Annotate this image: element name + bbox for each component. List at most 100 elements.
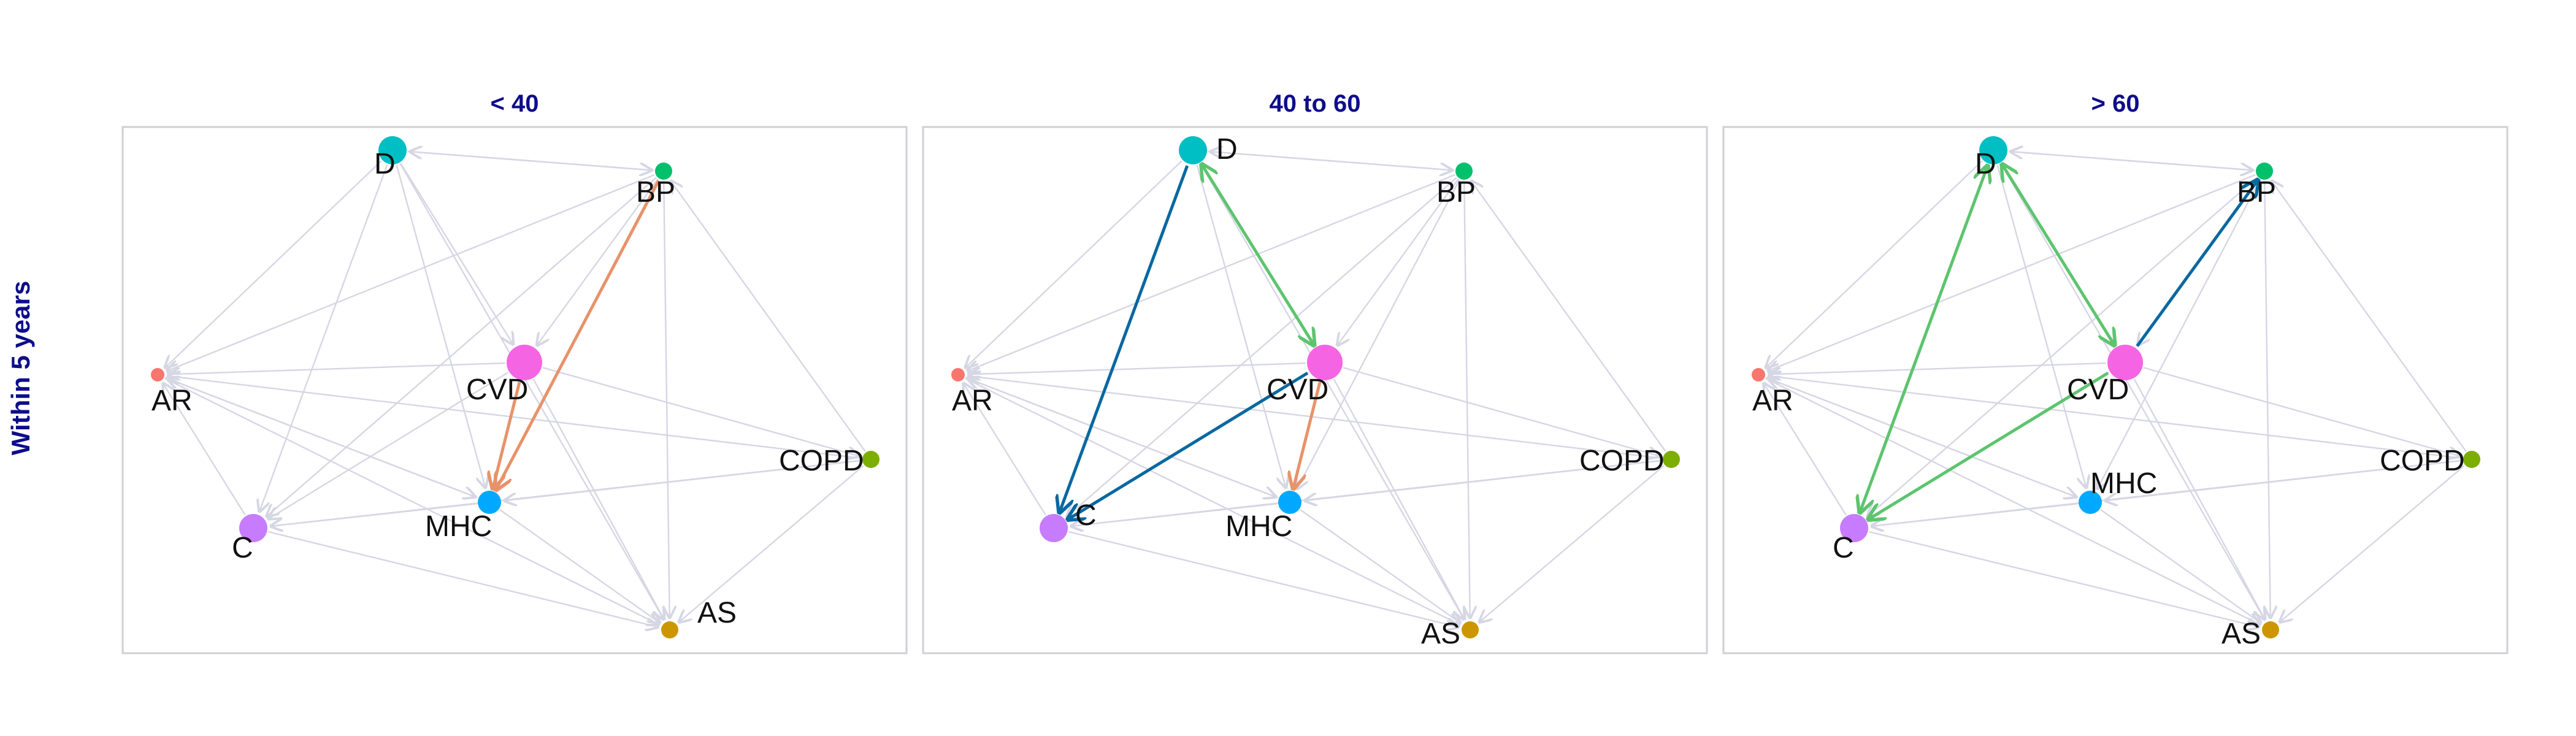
node-mhc	[1278, 491, 1301, 514]
edge-AR-AS	[164, 377, 659, 624]
edge-MHC-AS	[2100, 509, 2261, 623]
edge-COPD-AS	[2280, 465, 2465, 622]
edge-BP-MHC	[1297, 179, 1460, 489]
edge-D-C	[259, 164, 388, 511]
edge-C-AS	[1868, 531, 2258, 627]
node-label-d: D	[374, 148, 396, 180]
node-as	[2262, 621, 2279, 638]
edge-D-AR	[165, 160, 382, 367]
node-c	[1840, 514, 1868, 542]
edge-AR-AS	[965, 377, 1459, 624]
edge-CVD-AS	[1333, 378, 1465, 619]
node-mhc	[2079, 491, 2102, 514]
panel-2: > 60 D BP AR CVD COPD C MHC AS	[1722, 90, 2509, 654]
node-d	[1979, 136, 2007, 164]
node-ar	[151, 368, 164, 381]
panel-title: > 60	[2091, 90, 2140, 117]
highlighted-edge-CVD-C	[1868, 372, 2109, 519]
highlighted-edge-D-C	[1860, 166, 1987, 512]
highlighted-edge-CVD-MHC	[1294, 381, 1322, 489]
node-label-ar: AR	[151, 385, 193, 417]
edge-BP-AR	[167, 174, 655, 371]
panel-title: < 40	[491, 90, 539, 117]
edge-BP-AS	[2264, 180, 2271, 618]
edge-CVD-COPD	[1343, 367, 1660, 456]
node-label-copd: COPD	[779, 445, 864, 477]
node-label-bp: BP	[1436, 176, 1476, 209]
highlighted-edge-BP-MHC	[496, 180, 660, 490]
edge-AR-MHC	[965, 377, 1276, 497]
edge-COPD-AR	[168, 376, 862, 459]
edge-COPD-BP	[671, 181, 866, 452]
edge-MHC-C	[271, 503, 477, 526]
edge-CVD-AS	[2133, 378, 2265, 619]
edge-COPD-BP	[2272, 181, 2467, 452]
edge-C-AS	[1068, 531, 1458, 627]
node-label-mhc: MHC	[1225, 510, 1292, 543]
panel-0: < 40 D BP AR CVD COPD C MHC AS	[121, 90, 908, 654]
edge-COPD-AS	[679, 465, 864, 622]
highlighted-edge-CVD-C	[1068, 372, 1309, 519]
edge-C-AR	[163, 383, 246, 516]
panel-1: 40 to 60 D BP AR CVD COPD C MHC AS	[922, 90, 1708, 654]
edge-AR-MHC	[164, 377, 475, 497]
node-label-bp: BP	[2237, 176, 2276, 209]
edge-AR-AS	[1765, 377, 2260, 624]
node-copd	[862, 451, 880, 468]
edge-D-AS	[399, 163, 664, 619]
edge-BP-CVD	[537, 178, 659, 345]
node-label-copd: COPD	[1579, 445, 1665, 477]
node-ar	[1752, 368, 1765, 381]
node-as	[661, 621, 678, 638]
edge-C-AR	[1764, 383, 1847, 516]
highlighted-edge-D-CVD	[2002, 164, 2114, 345]
node-d	[1179, 136, 1207, 164]
edge-BP-MHC	[2098, 179, 2261, 489]
edge-CVD-COPD	[542, 367, 859, 456]
node-label-bp: BP	[636, 176, 675, 209]
edge-COPD-BP	[1471, 181, 1666, 452]
highlighted-edge-D-CVD	[1202, 164, 1314, 345]
node-label-cvd: CVD	[466, 374, 528, 406]
node-label-c: C	[232, 532, 253, 564]
node-d	[378, 136, 407, 164]
panel-title: 40 to 60	[1270, 90, 1361, 117]
edge-BP-AS	[1464, 180, 1470, 618]
node-mhc	[478, 491, 501, 514]
edge-CVD-C	[269, 372, 509, 519]
edge-CVD-AS	[532, 378, 664, 619]
edge-COPD-AR	[968, 376, 1662, 459]
node-label-d: D	[1975, 148, 1996, 180]
edge-C-AS	[267, 531, 657, 627]
node-label-as: AS	[697, 597, 737, 629]
edge-C-AR	[964, 383, 1046, 516]
edge-MHC-AS	[499, 509, 660, 623]
highlighted-edge-CVD-BP	[2136, 180, 2258, 347]
node-label-ar: AR	[952, 385, 993, 417]
node-label-c: C	[1833, 532, 1854, 564]
node-label-d: D	[1216, 133, 1238, 166]
edge-COPD-AS	[1479, 465, 1665, 622]
edge-BP-AS	[664, 180, 670, 618]
row-label: Within 5 years	[6, 281, 35, 455]
node-label-copd: COPD	[2380, 445, 2465, 477]
edge-MHC-AS	[1300, 509, 1460, 623]
node-ar	[951, 368, 965, 381]
edge-MHC-C	[1071, 503, 1278, 526]
edge-D-MHC	[396, 164, 486, 488]
node-label-mhc: MHC	[425, 510, 492, 543]
edge-BP-C	[267, 177, 657, 516]
node-c	[239, 514, 267, 542]
panel-frame	[121, 126, 908, 654]
edge-CVD-AR	[168, 362, 506, 374]
edge-D-BP	[1208, 150, 1452, 171]
node-bp	[655, 163, 672, 180]
node-label-c: C	[1075, 499, 1097, 532]
highlighted-edge-CVD-MHC	[493, 381, 521, 489]
node-label-ar: AR	[1752, 385, 1793, 417]
highlighted-edge-D-C	[1059, 165, 1189, 512]
node-copd	[2463, 451, 2480, 468]
node-cvd	[507, 345, 542, 380]
node-label-cvd: CVD	[1267, 374, 1328, 406]
